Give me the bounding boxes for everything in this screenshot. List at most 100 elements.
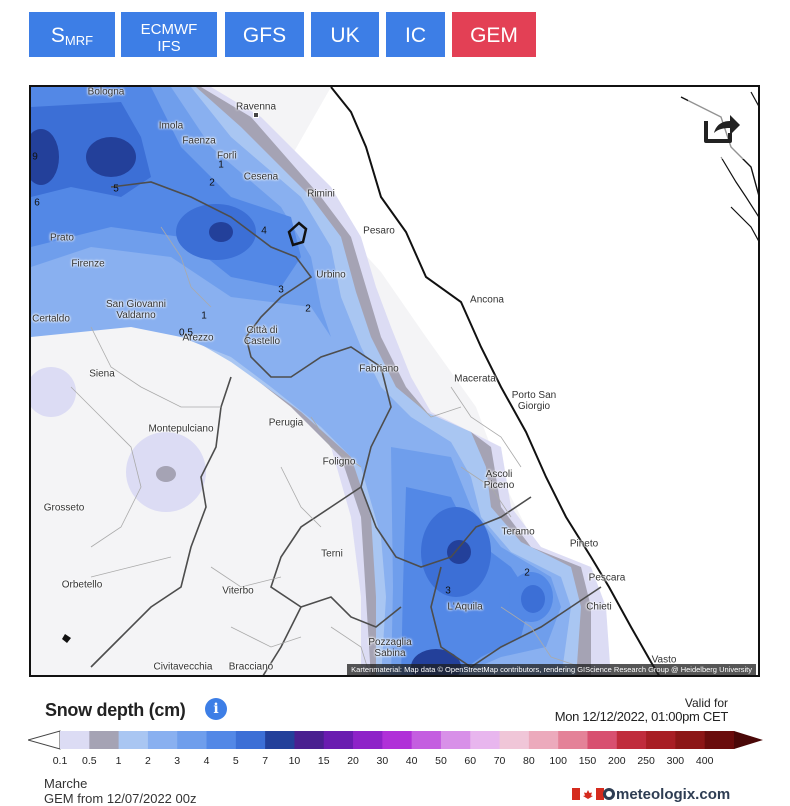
scale-tick-label: 2 (144, 755, 151, 767)
contour-label: 1 (218, 159, 224, 171)
tab-gem[interactable]: GEM (452, 12, 536, 57)
contour-label: 5 (113, 183, 119, 195)
city-label: Forlì (217, 150, 237, 162)
color-scale-ticks: 0.1 0.5 1 2 3 4 5 7 10 15 20 30 40 50 60 70 80 100 150 200 2… (0, 755, 790, 769)
scale-swatch (675, 731, 706, 749)
city-label: Cesena (243, 171, 279, 183)
scale-swatch (499, 731, 530, 749)
tab-uk[interactable]: UK (311, 12, 379, 57)
info-icon[interactable]: i (205, 698, 227, 720)
contour-label: 2 (524, 567, 530, 579)
region-name: Marche (44, 776, 88, 791)
snow-depth-map[interactable]: Bologna Imola Ravenna Faenza Forlì Cesen… (29, 85, 760, 677)
city-label: Chieti (586, 601, 612, 613)
brand-name: meteologix.com (616, 786, 731, 803)
scale-swatch (235, 731, 266, 749)
city-label: Ravenna (235, 101, 277, 113)
scale-tick-label: 7 (262, 755, 269, 767)
city-label: Perugia (268, 417, 304, 429)
scale-tick-label: 1 (115, 755, 122, 767)
valid-for-date: Mon 12/12/2022, 01:00pm CET (554, 709, 729, 724)
city-label: Vasto (651, 654, 677, 666)
city-label: Faenza (182, 135, 216, 147)
scale-tick-label: 30 (376, 755, 389, 767)
scale-swatch (60, 731, 90, 749)
canada-flag-icon (572, 788, 604, 800)
valid-for-label: Valid for (684, 696, 728, 710)
scale-swatch (118, 731, 149, 749)
tab-gfs[interactable]: GFS (225, 12, 304, 57)
scale-tick-label: 3 (174, 755, 181, 767)
contour-label: 3 (445, 585, 451, 597)
city-label: Pesaro (363, 225, 395, 237)
legend-title: Snow depth (cm) (45, 700, 186, 720)
scale-tick-label: 200 (608, 755, 626, 767)
city-label: Prato (50, 232, 74, 244)
scale-max-arrow (734, 731, 763, 749)
city-label: Montepulciano (148, 423, 214, 435)
scale-swatch (411, 731, 442, 749)
city-dot (253, 112, 259, 118)
scale-tick-label: 20 (347, 755, 359, 767)
tab-ecmwf-ifs[interactable]: ECMWF IFS (121, 12, 217, 57)
scale-tick-label: 40 (405, 755, 418, 767)
scale-tick-label: 250 (637, 755, 655, 767)
city-label: Viterbo (222, 585, 254, 597)
contour-label: 2 (305, 303, 311, 315)
city-label: Siena (89, 368, 115, 380)
share-button[interactable] (688, 97, 750, 159)
scale-swatch (353, 731, 383, 749)
city-label: Ascoli Piceno (483, 469, 515, 491)
scale-swatch (382, 731, 413, 749)
contour-label: 6 (34, 197, 40, 209)
share-icon (704, 115, 740, 143)
model-run: GEM from 12/07/2022 00z (44, 791, 197, 806)
scale-tick-label: 80 (523, 755, 535, 767)
city-label: Teramo (501, 526, 535, 538)
city-label: Certaldo (32, 313, 70, 325)
scale-swatch (616, 731, 647, 749)
scale-min-arrow (28, 730, 61, 750)
scale-swatch (558, 731, 588, 749)
city-label: Pescara (588, 572, 626, 584)
city-label: Foligno (322, 456, 356, 468)
contour-label: 2 (209, 177, 215, 189)
valid-for: Valid for Mon 12/12/2022, 01:00pm CET (554, 696, 729, 724)
city-label: Terni (321, 548, 343, 560)
contour-label: 0.5 (179, 327, 193, 339)
scale-tick-label: 100 (549, 755, 567, 767)
scale-tick-label: 300 (666, 755, 685, 767)
city-label: Bologna (87, 86, 125, 98)
city-label: L'Aquila (447, 601, 483, 613)
city-label: San Giovanni Valdarno (105, 299, 167, 321)
scale-tick-label: 5 (232, 755, 239, 767)
city-label: Rimini (307, 188, 335, 200)
tab-smrf[interactable]: SMRF (29, 12, 115, 57)
city-label: Ancona (470, 294, 504, 306)
scale-tick-label: 0.1 (52, 755, 68, 767)
map-canvas (31, 87, 758, 675)
scale-tick-label: 4 (203, 755, 210, 767)
scale-tick-label: 15 (317, 755, 330, 767)
scale-swatch (587, 731, 618, 749)
scale-tick-label: 150 (578, 755, 597, 767)
scale-swatch (206, 731, 237, 749)
contour-label: 1 (201, 310, 207, 322)
city-label: Orbetello (61, 579, 103, 591)
scale-swatch (323, 731, 354, 749)
city-label: Porto San Giorgio (511, 390, 557, 412)
scale-tick-label: 10 (288, 755, 301, 767)
scale-swatch (147, 731, 178, 749)
meteologix-logo-icon (603, 788, 615, 800)
map-attribution: Kartenmaterial: Map data © OpenStreetMap… (347, 664, 756, 675)
contour-label: 4 (261, 225, 267, 237)
scale-swatch (265, 731, 295, 749)
scale-tick-label: 400 (695, 755, 714, 767)
contour-label: 9 (32, 151, 38, 163)
scale-swatch (704, 731, 735, 749)
scale-tick-label: 50 (435, 755, 447, 767)
scale-swatch (89, 731, 120, 749)
scale-swatch (470, 731, 501, 749)
city-label: Urbino (316, 269, 346, 281)
tab-ic[interactable]: IC (386, 12, 445, 57)
